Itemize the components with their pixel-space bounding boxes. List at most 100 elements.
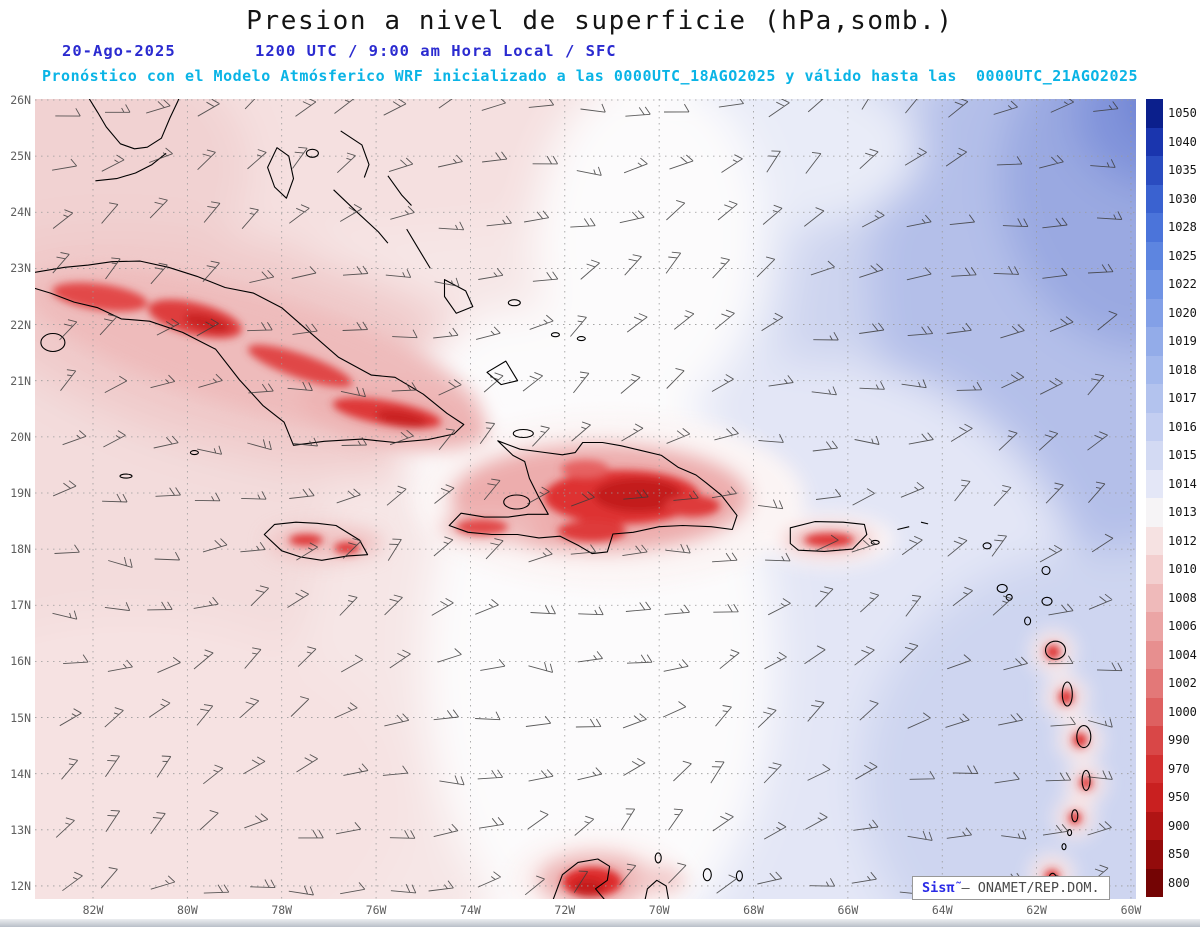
colorbar-value: 1000 bbox=[1168, 704, 1197, 719]
lat-label: 17N bbox=[10, 598, 31, 613]
colorbar-value: 1012 bbox=[1168, 533, 1197, 548]
colorbar-swatch bbox=[1146, 868, 1163, 897]
lon-label: 60W bbox=[1120, 903, 1142, 917]
colorbar-entry: 1015 bbox=[1146, 441, 1197, 470]
colorbar-entry: 970 bbox=[1146, 754, 1197, 783]
colorbar-value: 900 bbox=[1168, 818, 1190, 833]
colorbar-swatch bbox=[1146, 526, 1163, 555]
colorbar-value: 1020 bbox=[1168, 305, 1197, 320]
colorbar-swatch bbox=[1146, 469, 1163, 498]
grid-lines bbox=[35, 99, 1136, 899]
colorbar-entry: 1004 bbox=[1146, 640, 1197, 669]
colorbar-swatch bbox=[1146, 669, 1163, 698]
colorbar-entry: 1019 bbox=[1146, 327, 1197, 356]
colorbar-swatch bbox=[1146, 640, 1163, 669]
colorbar-swatch bbox=[1146, 213, 1163, 242]
lon-label: 80W bbox=[176, 903, 198, 917]
colorbar-entry: 1018 bbox=[1146, 355, 1197, 384]
lon-label: 82W bbox=[82, 903, 104, 917]
page-title: Presion a nivel de superficie (hPa,somb.… bbox=[246, 6, 954, 36]
brand-label: Sisπ̃ bbox=[922, 879, 955, 896]
colorbar-entry: 1035 bbox=[1146, 156, 1197, 185]
colorbar-value: 1002 bbox=[1168, 676, 1197, 691]
colorbar-entry: 1006 bbox=[1146, 612, 1197, 641]
colorbar-swatch bbox=[1146, 184, 1163, 213]
colorbar-entry: 800 bbox=[1146, 868, 1197, 897]
colorbar-entry: 950 bbox=[1146, 783, 1197, 812]
colorbar-swatch bbox=[1146, 583, 1163, 612]
lon-label: 64W bbox=[931, 903, 953, 917]
lon-label: 70W bbox=[648, 903, 670, 917]
lon-label: 62W bbox=[1026, 903, 1047, 917]
lon-label: 68W bbox=[743, 903, 764, 917]
colorbar-swatch bbox=[1146, 811, 1163, 840]
colorbar-value: 1028 bbox=[1168, 220, 1197, 235]
colorbar-swatch bbox=[1146, 327, 1163, 356]
colorbar-value: 1006 bbox=[1168, 619, 1197, 634]
lat-label: 22N bbox=[10, 317, 31, 332]
colorbar-value: 1030 bbox=[1168, 191, 1197, 206]
pressure-shading-cores bbox=[52, 282, 1092, 897]
lat-label: 21N bbox=[10, 373, 31, 388]
colorbar-swatch bbox=[1146, 441, 1163, 470]
colorbar-entry: 1016 bbox=[1146, 412, 1197, 441]
colorbar-swatch bbox=[1146, 783, 1163, 812]
colorbar-value: 1008 bbox=[1168, 590, 1197, 605]
org-label: – ONAMET/REP.DOM. bbox=[961, 879, 1100, 896]
colorbar-swatch bbox=[1146, 840, 1163, 869]
colorbar-swatch bbox=[1146, 156, 1163, 185]
colorbar-value: 950 bbox=[1168, 790, 1190, 805]
colorbar-swatch bbox=[1146, 412, 1163, 441]
colorbar-swatch bbox=[1146, 355, 1163, 384]
lat-label: 16N bbox=[10, 654, 31, 669]
colorbar-swatch bbox=[1146, 555, 1163, 584]
colorbar-swatch bbox=[1146, 270, 1163, 299]
valid-date-label: 20-Ago-2025 bbox=[62, 42, 176, 60]
colorbar-entry: 1002 bbox=[1146, 669, 1197, 698]
colorbar-value: 1025 bbox=[1168, 248, 1197, 263]
colorbar-value: 970 bbox=[1168, 761, 1190, 776]
colorbar-entry: 1014 bbox=[1146, 469, 1197, 498]
colorbar-entry: 1008 bbox=[1146, 583, 1197, 612]
colorbar-value: 1022 bbox=[1168, 277, 1197, 292]
colorbar-entry: 1013 bbox=[1146, 498, 1197, 527]
colorbar-value: 1050 bbox=[1168, 106, 1197, 121]
colorbar-value: 1013 bbox=[1168, 505, 1197, 520]
pressure-colorbar: 1050 1040 1035 1030 1028 1025 1022 1020 1019 1018… bbox=[1146, 99, 1197, 897]
lat-label: 15N bbox=[10, 710, 31, 725]
lon-label: 72W bbox=[554, 903, 576, 917]
colorbar-entry: 990 bbox=[1146, 726, 1197, 755]
wind-barbs bbox=[52, 99, 1123, 896]
colorbar-swatch bbox=[1146, 99, 1163, 128]
colorbar-value: 1015 bbox=[1168, 448, 1197, 463]
colorbar-entry: 1028 bbox=[1146, 213, 1197, 242]
valid-time-label: 1200 UTC / 9:00 am Hora Local / SFC bbox=[255, 42, 617, 60]
coastlines bbox=[35, 99, 1092, 899]
lat-label: 19N bbox=[10, 485, 31, 500]
colorbar-swatch bbox=[1146, 697, 1163, 726]
colorbar-entry: 900 bbox=[1146, 811, 1197, 840]
forecast-description: Pronóstico con el Modelo Atmósferico WRF… bbox=[42, 67, 1139, 85]
colorbar-value: 1018 bbox=[1168, 362, 1197, 377]
colorbar-value: 990 bbox=[1168, 733, 1190, 748]
colorbar-value: 850 bbox=[1168, 847, 1190, 862]
colorbar-swatch bbox=[1146, 384, 1163, 413]
lat-label: 14N bbox=[10, 766, 31, 781]
colorbar-swatch bbox=[1146, 612, 1163, 641]
colorbar-swatch bbox=[1146, 298, 1163, 327]
colorbar-entry: 850 bbox=[1146, 840, 1197, 869]
lat-label: 26N bbox=[10, 93, 31, 107]
lat-label: 20N bbox=[10, 429, 31, 444]
colorbar-entry: 1010 bbox=[1146, 555, 1197, 584]
lat-label: 23N bbox=[10, 261, 31, 276]
lon-label: 74W bbox=[460, 903, 481, 917]
credit-box: Sisπ̃ – ONAMET/REP.DOM. bbox=[912, 876, 1110, 900]
colorbar-entry: 1050 bbox=[1146, 99, 1197, 128]
lat-label: 13N bbox=[10, 822, 31, 837]
colorbar-entry: 1025 bbox=[1146, 241, 1197, 270]
colorbar-swatch bbox=[1146, 726, 1163, 755]
lon-label: 66W bbox=[837, 903, 859, 917]
colorbar-entry: 1017 bbox=[1146, 384, 1197, 413]
